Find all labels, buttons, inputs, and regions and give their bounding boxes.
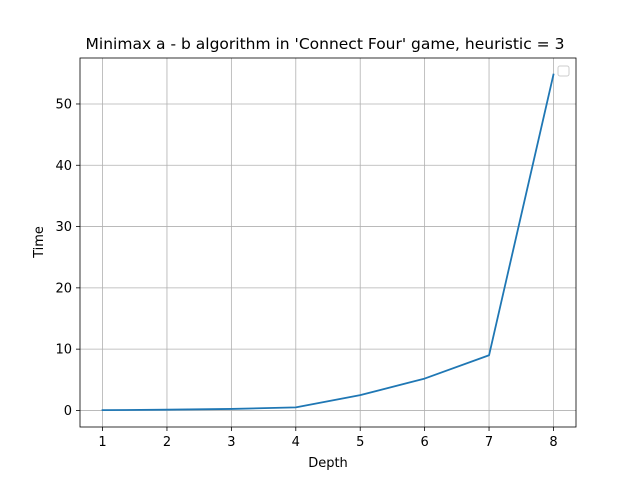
x-tick-label: 5 [356,435,364,450]
x-axis-label: Depth [308,456,348,471]
x-tick-label: 2 [163,435,171,450]
plot-area-frame [79,57,577,428]
x-tick-label: 8 [549,435,557,450]
x-tick-label: 6 [420,435,428,450]
y-tick-label: 40 [55,159,72,174]
x-tick-label: 4 [292,435,300,450]
y-tick-label: 50 [55,97,72,112]
y-tick-label: 10 [55,343,72,358]
y-axis-label: Time [32,226,47,259]
grid [80,58,576,427]
series-line [101,73,555,412]
legend-box [557,65,570,77]
y-tick-label: 0 [64,404,72,419]
y-tick-label: 20 [55,281,72,296]
series-layer [101,73,555,412]
x-tick-label: 1 [98,435,106,450]
chart-title: Minimax a - b algorithm in 'Connect Four… [86,35,565,53]
y-tick-label: 30 [55,220,72,235]
x-tick-label: 7 [485,435,493,450]
ticks: 1 2 3 4 5 6 7 8 0 10 20 30 40 50 [55,97,557,450]
x-tick-label: 3 [227,435,235,450]
